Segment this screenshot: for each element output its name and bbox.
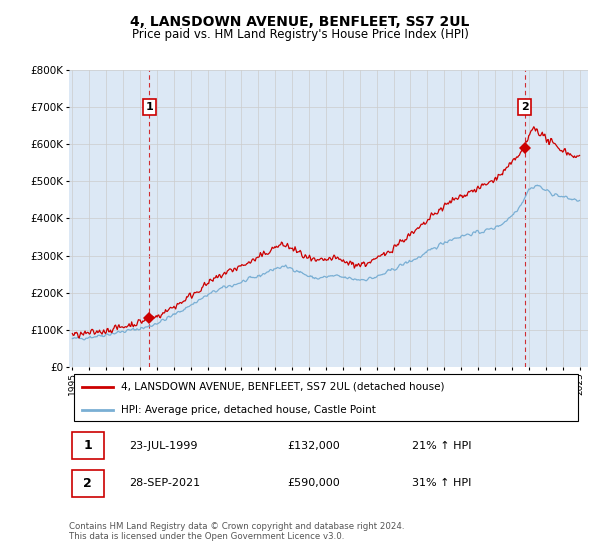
FancyBboxPatch shape <box>71 432 104 459</box>
Text: 1: 1 <box>83 439 92 452</box>
Text: 28-SEP-2021: 28-SEP-2021 <box>128 478 200 488</box>
Text: 23-JUL-1999: 23-JUL-1999 <box>128 441 197 451</box>
Text: 4, LANSDOWN AVENUE, BENFLEET, SS7 2UL (detached house): 4, LANSDOWN AVENUE, BENFLEET, SS7 2UL (d… <box>121 381 445 391</box>
FancyBboxPatch shape <box>71 470 104 497</box>
Text: £132,000: £132,000 <box>287 441 340 451</box>
Text: HPI: Average price, detached house, Castle Point: HPI: Average price, detached house, Cast… <box>121 405 376 415</box>
Text: Contains HM Land Registry data © Crown copyright and database right 2024.
This d: Contains HM Land Registry data © Crown c… <box>69 522 404 542</box>
Text: 4, LANSDOWN AVENUE, BENFLEET, SS7 2UL: 4, LANSDOWN AVENUE, BENFLEET, SS7 2UL <box>130 15 470 29</box>
Text: 31% ↑ HPI: 31% ↑ HPI <box>412 478 471 488</box>
FancyBboxPatch shape <box>74 375 578 421</box>
Text: 2: 2 <box>83 477 92 490</box>
Text: 2: 2 <box>521 102 529 112</box>
Text: £590,000: £590,000 <box>287 478 340 488</box>
Text: 1: 1 <box>145 102 153 112</box>
Text: 21% ↑ HPI: 21% ↑ HPI <box>412 441 471 451</box>
Text: Price paid vs. HM Land Registry's House Price Index (HPI): Price paid vs. HM Land Registry's House … <box>131 28 469 41</box>
